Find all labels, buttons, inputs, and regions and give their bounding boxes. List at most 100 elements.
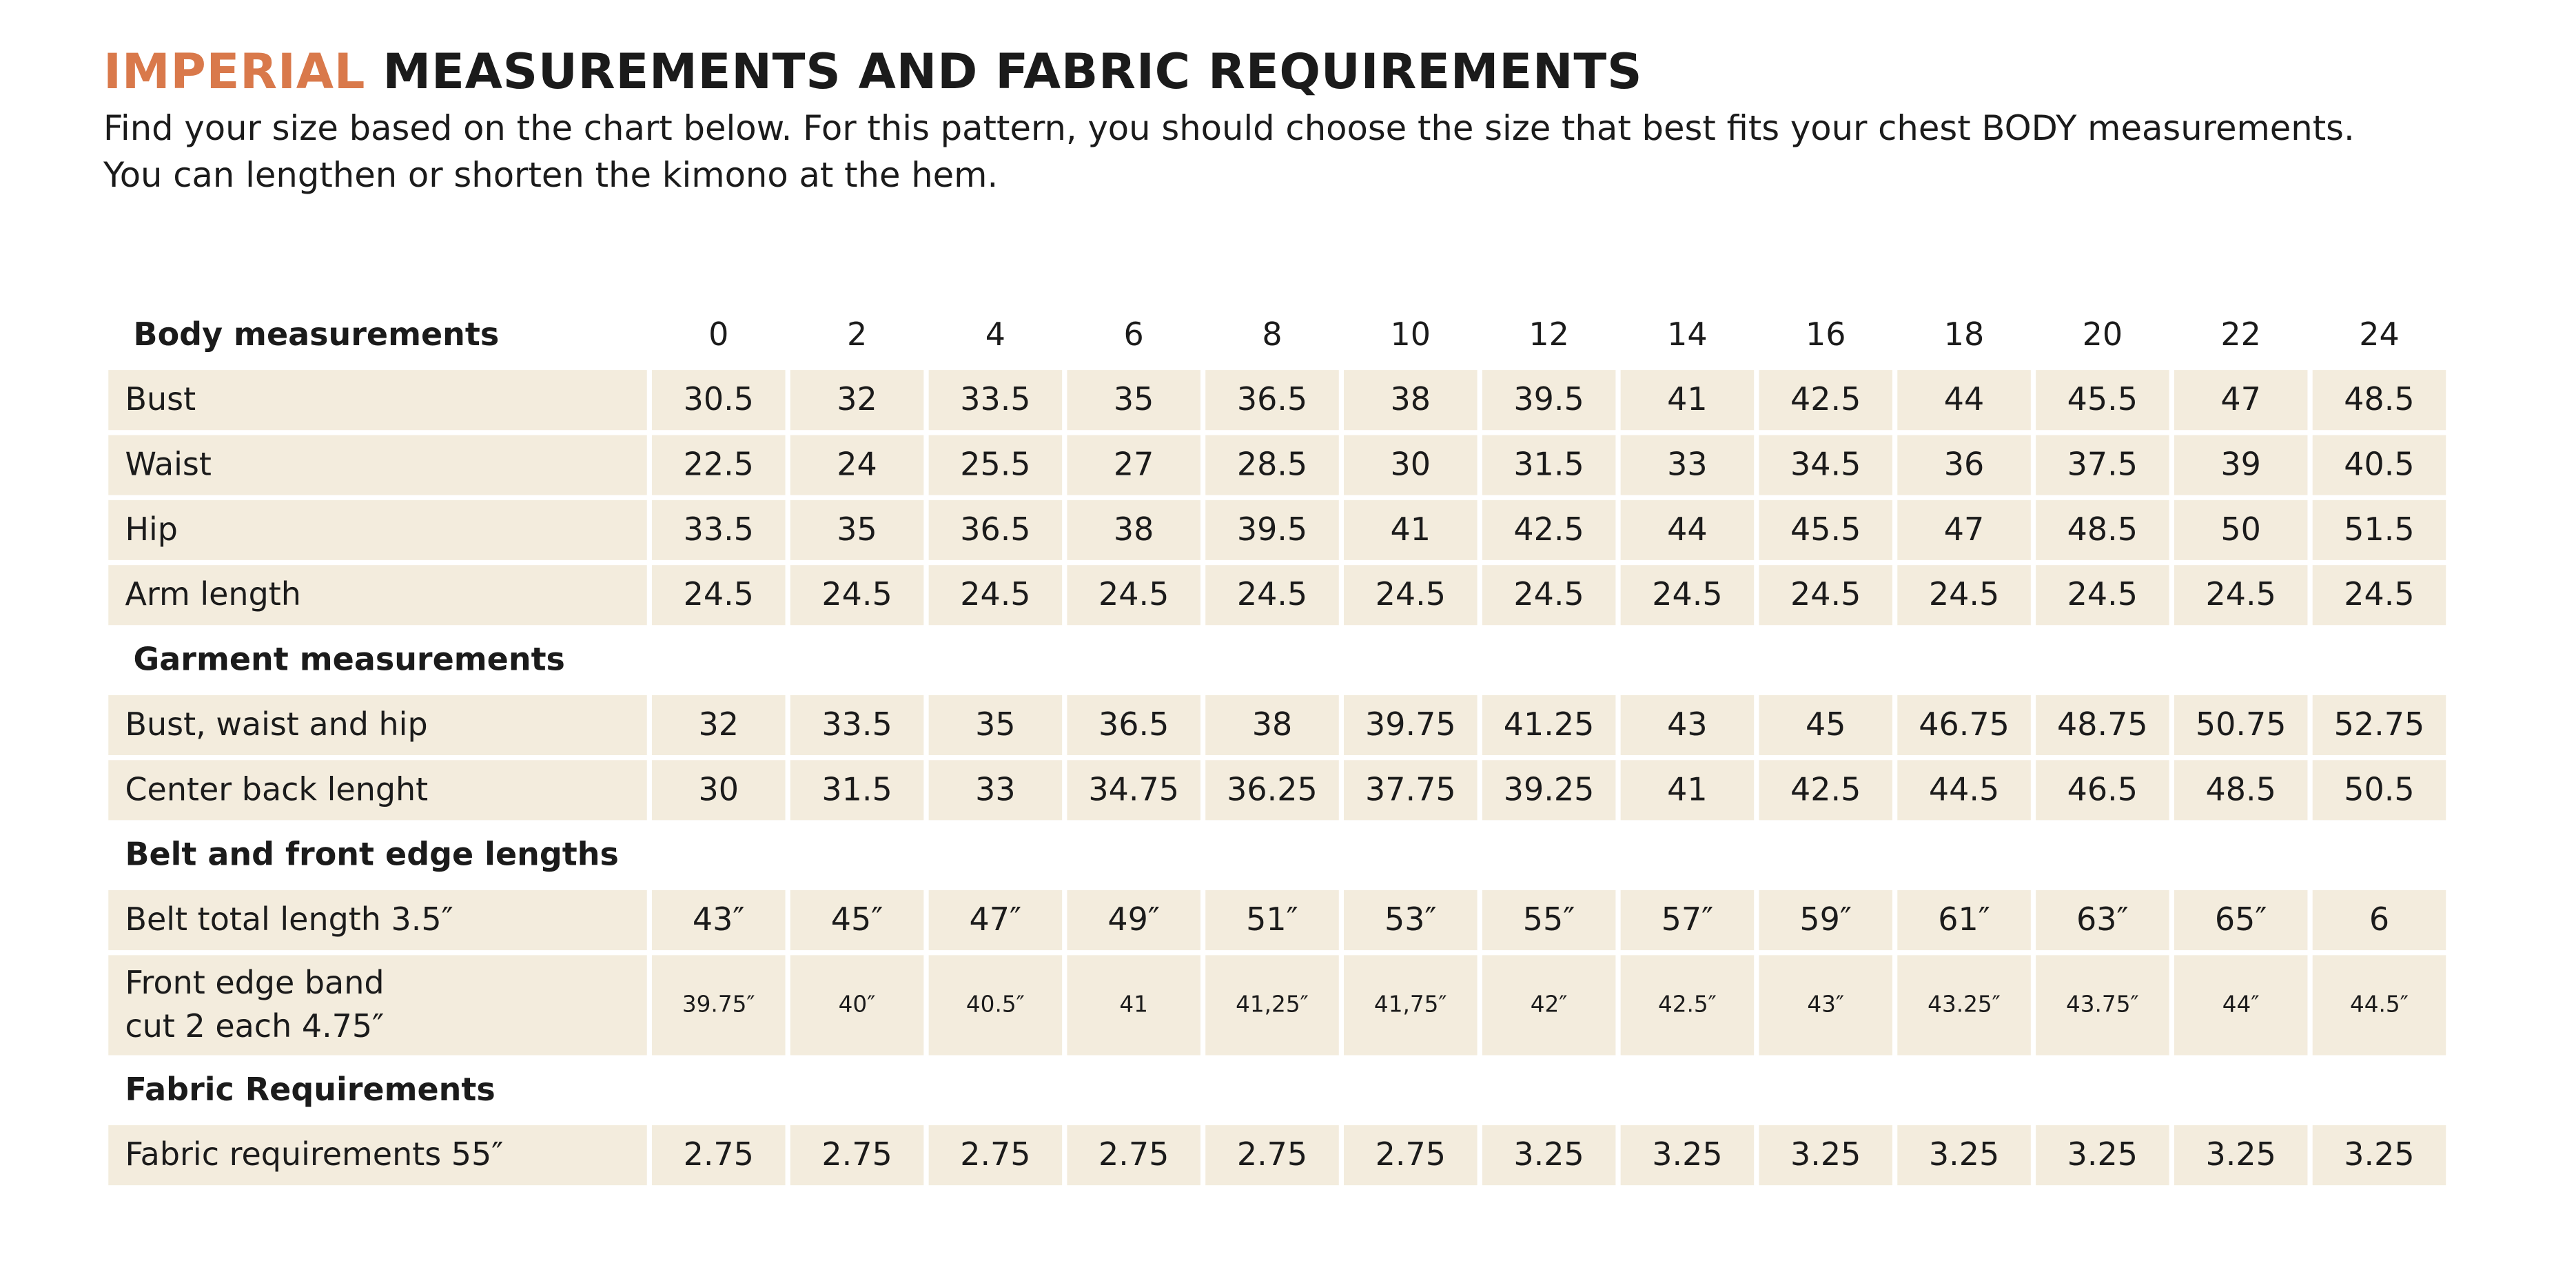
cell: 42.5 <box>1759 370 1893 431</box>
cell: 61″ <box>1897 889 2031 951</box>
data-row: Waist 22.5 24 25.5 27 28.5 30 31.5 33 34.5 36 37.5 3… <box>108 435 2446 495</box>
title: IMPERIAL MEASUREMENTS AND FABRIC REQUIRE… <box>103 43 1642 100</box>
empty-cell <box>1482 825 1616 885</box>
size-header: 20 <box>2082 316 2123 353</box>
size-header: 6 <box>1123 316 1144 353</box>
cell: 30 <box>651 760 786 821</box>
row-label: Arm length <box>108 565 647 626</box>
cell: 33.5 <box>928 370 1063 431</box>
cell: 33 <box>1620 435 1755 495</box>
cell: 47 <box>1897 500 2031 560</box>
cell: 38 <box>1344 370 1478 431</box>
size-table: Body measurements 0 2 4 6 8 10 12 14 16 18 20 22 24 Bu… <box>103 300 2451 1190</box>
empty-cell <box>1344 630 1478 690</box>
cell: 48.5 <box>2036 500 2169 560</box>
row-label: Bust <box>108 370 647 431</box>
cell: 65″ <box>2174 889 2308 951</box>
cell: 39.5 <box>1482 370 1616 431</box>
cell: 30.5 <box>651 370 786 431</box>
cell: 39.25 <box>1482 760 1616 821</box>
empty-cell <box>1897 1060 2031 1120</box>
cell: 50.5 <box>2312 760 2446 821</box>
data-row: Belt total length 3.5″ 43″ 45″ 47″ 49″ 51″ 53″… <box>108 889 2446 951</box>
cell: 45.5 <box>1759 500 1893 560</box>
empty-cell <box>790 1060 924 1120</box>
cell: 45 <box>1759 695 1893 755</box>
cell: 48.5 <box>2174 760 2308 821</box>
cell: 24.5 <box>651 565 786 626</box>
cell: 42.5 <box>1759 760 1893 821</box>
data-row: Arm length 24.5 24.5 24.5 24.5 24.5 24.5 24.5 24… <box>108 565 2446 626</box>
cell: 48.5 <box>2312 370 2446 431</box>
cell: 2.75 <box>1344 1125 1478 1186</box>
section-row: Garment measurements <box>108 630 2446 690</box>
cell: 3.25 <box>2174 1125 2308 1186</box>
empty-cell <box>1344 825 1478 885</box>
size-header: 10 <box>1390 316 1431 353</box>
cell: 49″ <box>1067 889 1200 951</box>
cell: 43″ <box>1759 955 1893 1056</box>
cell: 22.5 <box>651 435 786 495</box>
cell: 51″ <box>1205 889 1339 951</box>
cell: 36.5 <box>1205 370 1339 431</box>
empty-cell <box>1205 630 1339 690</box>
size-header: 18 <box>1943 316 1985 353</box>
cell: 36.5 <box>1067 695 1200 755</box>
cell: 2.75 <box>790 1125 924 1186</box>
cell: 27 <box>1067 435 1200 495</box>
cell: 2.75 <box>1067 1125 1200 1186</box>
cell: 42.5″ <box>1620 955 1755 1056</box>
size-header: 8 <box>1262 316 1282 353</box>
size-header: 2 <box>846 316 868 353</box>
cell: 45″ <box>790 889 924 951</box>
empty-cell <box>2174 1060 2308 1120</box>
empty-cell <box>1621 630 1755 690</box>
cell: 36.5 <box>928 500 1063 560</box>
cell: 42.5 <box>1482 500 1616 560</box>
cell: 3.25 <box>1759 1125 1893 1186</box>
empty-cell <box>2036 1060 2169 1120</box>
row-label: Center back lenght <box>108 760 647 821</box>
cell: 41,75″ <box>1344 955 1478 1056</box>
empty-cell <box>1897 825 2031 885</box>
size-header: 12 <box>1529 316 1569 353</box>
cell: 2.75 <box>651 1125 786 1186</box>
cell: 38 <box>1205 695 1339 755</box>
cell: 34.75 <box>1067 760 1200 821</box>
empty-cell <box>1759 630 1892 690</box>
cell: 24.5 <box>1897 565 2031 626</box>
section-title: Garment measurements <box>133 641 565 679</box>
cell: 36 <box>1897 435 2031 495</box>
cell: 42″ <box>1482 955 1616 1056</box>
cell: 46.75 <box>1897 695 2031 755</box>
empty-cell <box>1759 825 1892 885</box>
cell: 3.25 <box>1482 1125 1616 1186</box>
empty-cell <box>2036 825 2169 885</box>
size-header: 16 <box>1805 316 1846 353</box>
cell: 41 <box>1344 500 1478 560</box>
cell: 24 <box>790 435 924 495</box>
empty-cell <box>2313 825 2446 885</box>
cell: 41.25 <box>1482 695 1616 755</box>
data-row: Center back lenght 30 31.5 33 34.75 36.25 37.7… <box>108 760 2446 821</box>
row-label: Fabric requirements 55″ <box>108 1125 647 1186</box>
cell: 43 <box>1620 695 1755 755</box>
section-title: Fabric Requirements <box>125 1071 495 1109</box>
intro: Find your size based on the chart below.… <box>103 105 2355 198</box>
cell: 31.5 <box>1482 435 1616 495</box>
cell: 44.5 <box>1897 760 2031 821</box>
cell: 46.5 <box>2036 760 2169 821</box>
cell: 2.75 <box>928 1125 1063 1186</box>
empty-cell <box>652 630 786 690</box>
cell: 24.5 <box>2174 565 2308 626</box>
empty-cell <box>1067 825 1200 885</box>
cell: 24.5 <box>1482 565 1616 626</box>
cell: 25.5 <box>928 435 1063 495</box>
empty-cell <box>1205 825 1339 885</box>
empty-cell <box>790 825 924 885</box>
section-row: Belt and front edge lengths <box>108 825 2446 885</box>
cell: 33 <box>928 760 1063 821</box>
row-label: Bust, waist and hip <box>108 695 647 755</box>
empty-cell <box>2174 825 2308 885</box>
